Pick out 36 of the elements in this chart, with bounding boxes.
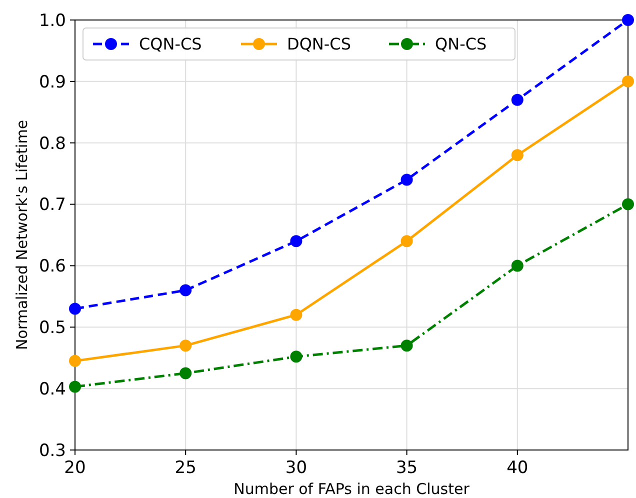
y-tick-label: 0.7: [38, 195, 66, 216]
x-tick-label: 25: [174, 458, 196, 478]
point: [69, 302, 81, 315]
point: [622, 198, 634, 210]
y-tick-label: 1.0: [38, 10, 66, 31]
y-tick-label: 0.3: [38, 440, 66, 461]
x-tick-label: 20: [64, 458, 86, 478]
point: [400, 235, 413, 248]
y-tick-label: 0.6: [38, 256, 66, 277]
legend-label: DQN-CS: [287, 34, 351, 54]
point: [400, 340, 413, 352]
point: [180, 340, 192, 352]
point: [69, 380, 81, 393]
y-tick-label: 0.5: [38, 318, 66, 338]
legend-label: CQN-CS: [139, 34, 202, 54]
point: [400, 174, 413, 186]
y-axis-title: Normalized Network's Lifetime: [13, 120, 31, 350]
point: [511, 260, 524, 272]
point: [290, 308, 302, 321]
x-tick-label: 35: [396, 458, 418, 478]
point: [290, 235, 302, 248]
y-tick-label: 0.4: [38, 380, 66, 400]
y-tick-label: 0.9: [38, 72, 66, 92]
point: [622, 75, 634, 88]
legend-label: QN-CS: [435, 34, 487, 54]
x-tick-label: 30: [285, 458, 308, 478]
point: [622, 14, 634, 26]
point: [511, 149, 524, 162]
point: [69, 354, 81, 367]
point: [511, 94, 524, 106]
point: [180, 284, 192, 296]
x-tick-label: 40: [506, 458, 528, 478]
point: [180, 367, 192, 380]
point: [290, 350, 302, 363]
x-axis-title: Number of FAPs in each Cluster: [234, 480, 470, 498]
y-tick-label: 0.8: [38, 134, 66, 154]
